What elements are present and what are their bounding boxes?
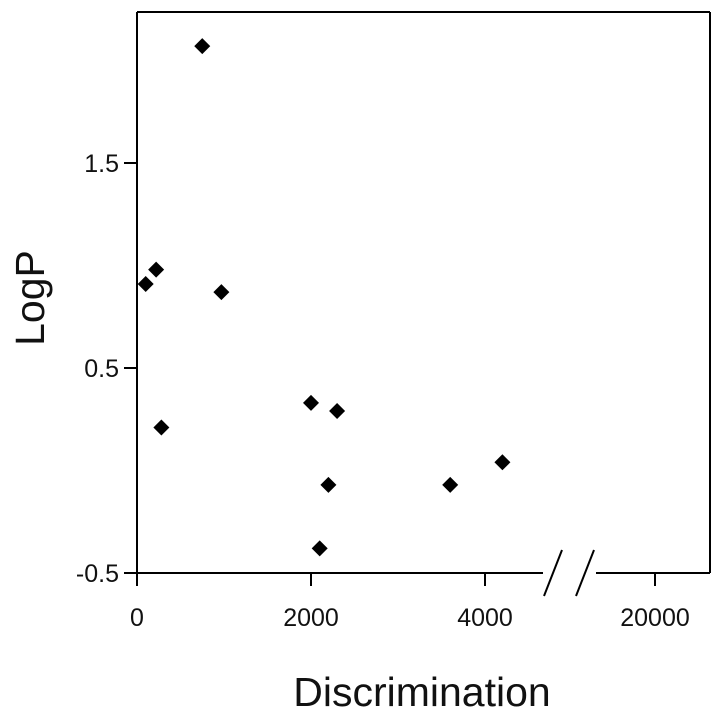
y-tick-label: 1.5 [84, 150, 119, 178]
axis-break-slash-2 [575, 549, 595, 597]
data-point [311, 540, 328, 557]
y-axis-title: LogP [7, 250, 53, 346]
data-point [137, 275, 154, 292]
data-point [320, 476, 337, 493]
data-points [137, 38, 511, 557]
y-axis-ticks: -0.5 0.5 1.5 [76, 150, 137, 588]
x-tick-label: 0 [130, 604, 144, 632]
x-axis-ticks: 0 2000 4000 20000 [130, 573, 690, 632]
x-tick-label: 4000 [457, 604, 513, 632]
data-point [194, 38, 211, 55]
x-tick-label: 20000 [620, 604, 690, 632]
y-tick-label: 0.5 [84, 355, 119, 383]
x-axis-title: Discrimination [293, 669, 550, 715]
data-point [153, 419, 170, 436]
y-tick-label: -0.5 [76, 560, 119, 588]
data-point [494, 454, 511, 471]
data-point [213, 284, 230, 301]
axis-break-slash-1 [543, 549, 563, 597]
data-point [148, 261, 165, 278]
data-point [303, 394, 319, 411]
data-point [329, 403, 346, 420]
x-tick-label: 2000 [283, 604, 339, 632]
data-point [442, 476, 459, 493]
